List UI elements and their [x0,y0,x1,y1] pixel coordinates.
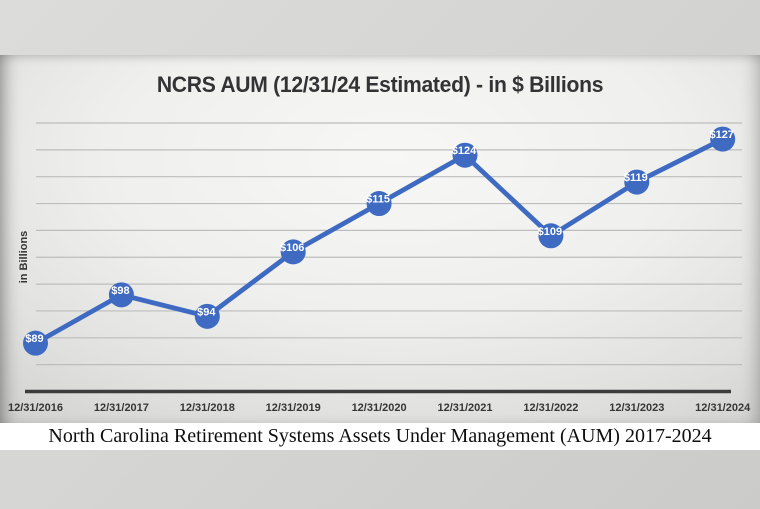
x-tick-label: 12/31/2020 [352,402,407,414]
chart-title: NCRS AUM (12/31/24 Estimated) - in $ Bil… [156,72,604,97]
data-point-marker [108,282,134,308]
data-point-label: $89 [25,333,43,345]
x-tick-label: 12/31/2021 [437,402,492,414]
chart-slide: NCRS AUM (12/31/24 Estimated) - in $ Bil… [0,55,760,423]
x-tick-label: 12/31/2017 [94,402,149,414]
x-tick-label: 12/31/2018 [180,402,235,414]
data-point-label: $109 [538,226,562,238]
aum-line-chart: $89 $98 $94 $106 $115 $124 $109 $119 $127 12/31/2… [8,122,751,414]
data-point-marker [23,330,48,356]
data-point-marker [452,142,478,168]
x-tick-label: 12/31/2016 [8,402,63,414]
data-point-label: $124 [452,145,477,157]
x-tick-label: 12/31/2022 [523,402,578,414]
data-point-marker [280,239,306,265]
data-point-marker [624,169,650,195]
x-tick-label: 12/31/2023 [609,402,664,414]
data-point-marker [366,191,392,217]
data-point-marker [194,303,220,329]
data-point-marker [538,223,564,249]
data-point-label: $119 [624,172,648,184]
data-point-marker [710,126,736,152]
x-tick-label: 12/31/2019 [266,402,321,414]
data-point-label: $94 [197,306,216,318]
caption: North Carolina Retirement Systems Assets… [0,423,760,450]
data-point-label: $98 [111,285,129,297]
aum-line-series [33,136,726,346]
y-axis-label: in Billions [18,231,30,284]
data-point-label: $106 [280,242,304,254]
data-point-label: $115 [366,194,390,206]
x-tick-label: 12/31/2024 [695,402,751,414]
data-point-label: $127 [709,129,733,141]
